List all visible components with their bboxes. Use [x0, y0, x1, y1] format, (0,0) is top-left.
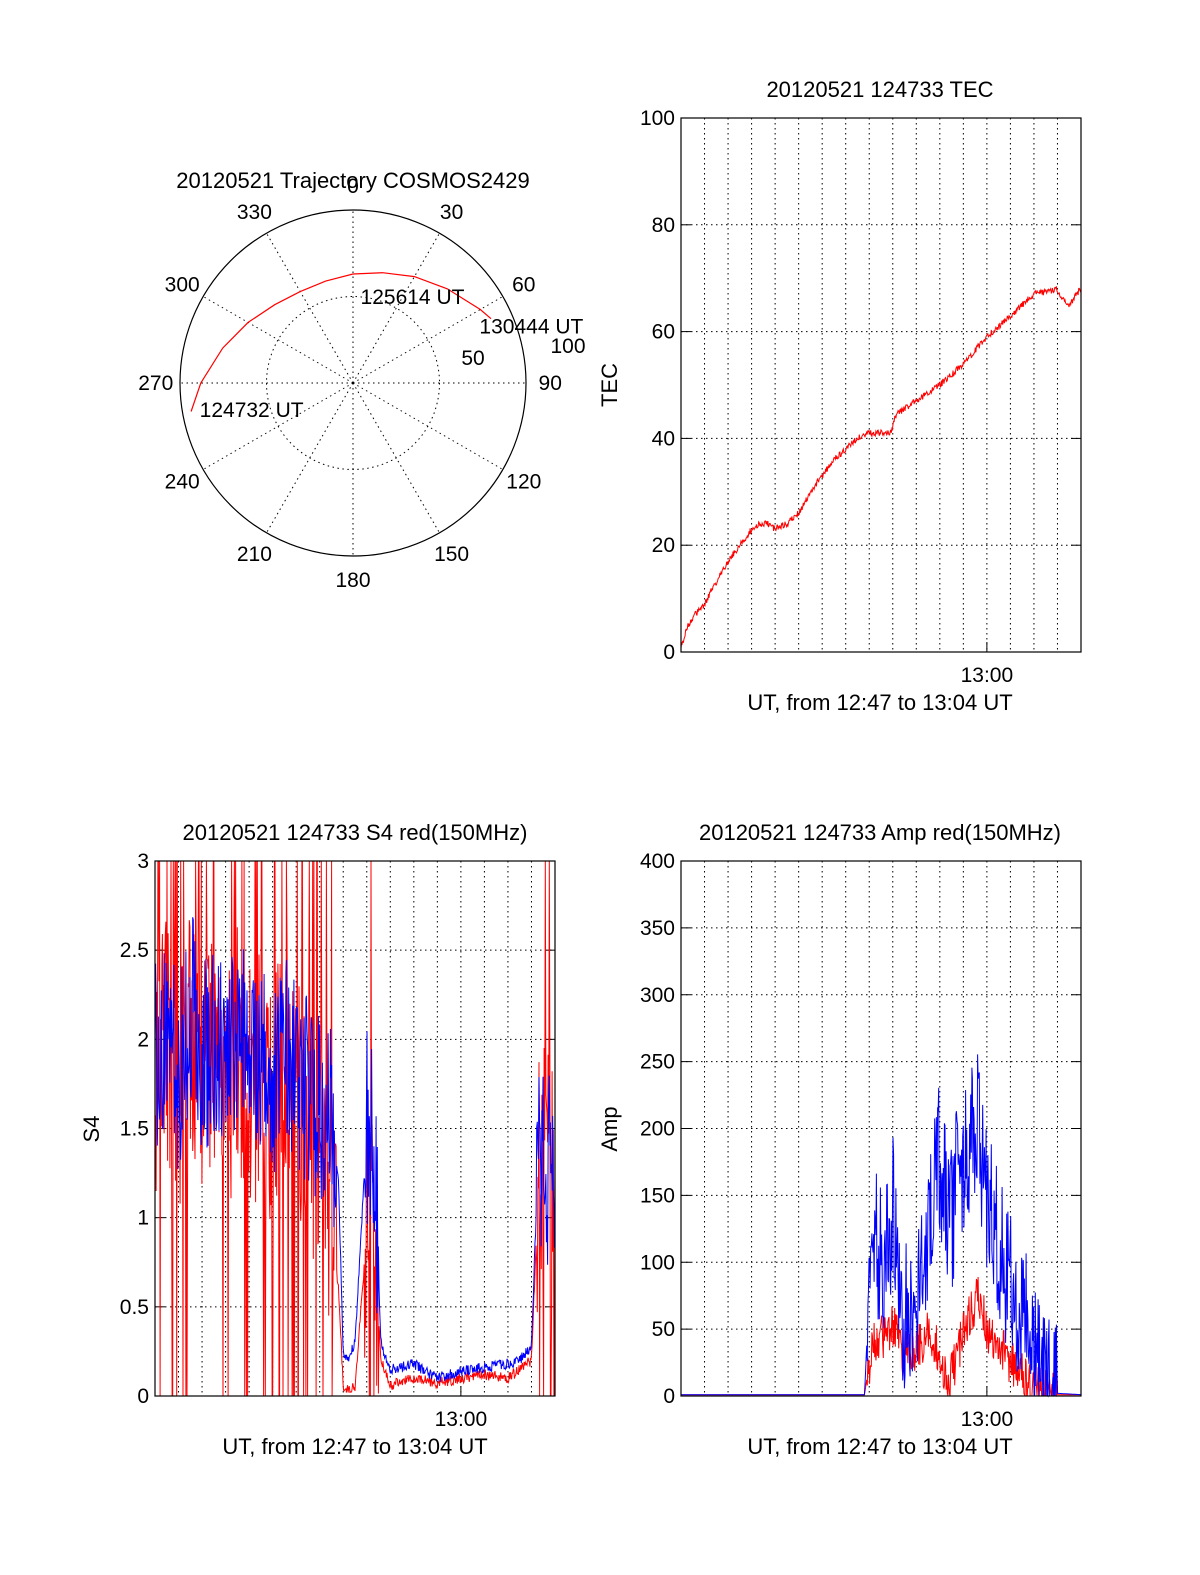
- radius-label-100: 100: [550, 335, 585, 358]
- tec-plot-frame: [680, 117, 1082, 653]
- series-line-1: [680, 286, 1082, 649]
- ytick-label: 2: [137, 1028, 149, 1051]
- ytick-label: 150: [640, 1184, 675, 1207]
- ytick-label: 3: [137, 850, 149, 873]
- ytick-label: 1: [137, 1207, 149, 1230]
- ytick-label: 0.5: [120, 1296, 149, 1319]
- s4-xlabel: UT, from 12:47 to 13:04 UT: [222, 1434, 487, 1459]
- amp-title: 20120521 124733 Amp red(150MHz): [699, 820, 1061, 845]
- angle-label-90: 90: [539, 372, 562, 395]
- radius-label-50: 50: [461, 347, 484, 370]
- angle-label-60: 60: [512, 273, 535, 296]
- ytick-label: 100: [640, 1251, 675, 1274]
- ytick-label: 60: [652, 321, 675, 344]
- angle-label-180: 180: [335, 569, 370, 592]
- tec-xlabel: UT, from 12:47 to 13:04 UT: [747, 690, 1012, 715]
- ytick-label: 80: [652, 214, 675, 237]
- trajectory-track: [190, 272, 492, 412]
- s4-title: 20120521 124733 S4 red(150MHz): [183, 820, 528, 845]
- polar-spoke-240: [202, 382, 354, 470]
- angle-label-270: 270: [138, 372, 173, 395]
- series-line-2: [681, 1054, 1082, 1398]
- polar-spoke-60: [352, 296, 504, 384]
- polar-spoke-300: [202, 296, 354, 384]
- angle-label-120: 120: [506, 471, 541, 494]
- s4-plot-frame: [154, 860, 556, 1397]
- s4-panel: 20120521 124733 S4 red(150MHz) 0 0.5 1 1.5 2…: [79, 820, 556, 1459]
- trajectory-annotation: 124732 UT: [200, 399, 304, 422]
- polar-spoke-150: [352, 382, 440, 534]
- s4-xtick-label: 13:00: [435, 1408, 488, 1431]
- angle-label-0: 0: [347, 175, 359, 198]
- ytick-label: 40: [652, 427, 675, 450]
- ytick-label: 250: [640, 1051, 675, 1074]
- ytick-label: 50: [652, 1318, 675, 1341]
- polar-outer-ring: [179, 209, 527, 557]
- tec-ylabel: TEC: [597, 363, 622, 407]
- trajectory-annotation: 130444 UT: [479, 316, 583, 339]
- amp-plot-frame: [680, 860, 1082, 1397]
- angle-label-330: 330: [237, 201, 272, 224]
- angle-label-240: 240: [165, 471, 200, 494]
- series-line-2: [154, 917, 556, 1383]
- angle-label-210: 210: [237, 543, 272, 566]
- ytick-label: 2.5: [120, 939, 149, 962]
- angle-label-150: 150: [434, 543, 469, 566]
- tec-panel: 20120521 124733 TEC 0 20 40 60 80 100 13:00 U…: [597, 77, 1082, 715]
- polar-spoke-330: [266, 232, 354, 384]
- angle-label-300: 300: [165, 273, 200, 296]
- angle-label-30: 30: [440, 201, 463, 224]
- polar-spoke-120: [352, 382, 504, 470]
- ytick-label: 1.5: [120, 1118, 149, 1141]
- polar-spoke-210: [266, 382, 354, 534]
- trajectory-title: 20120521 Trajectory COSMOS2429: [176, 168, 529, 193]
- ytick-label: 0: [137, 1385, 149, 1408]
- tec-xtick-label: 13:00: [961, 664, 1014, 687]
- trajectory-annotation: 125614 UT: [361, 286, 465, 309]
- amp-panel: 20120521 124733 Amp red(150MHz) 0 50 100 15…: [597, 820, 1082, 1459]
- polar-spoke-30: [352, 232, 440, 384]
- ytick-label: 200: [640, 1118, 675, 1141]
- trajectory-panel: 20120521 Trajectory COSMOS2429 0 30 60 90 12…: [138, 168, 585, 592]
- amp-xtick-label: 13:00: [961, 1408, 1014, 1431]
- amp-ylabel: Amp: [597, 1106, 622, 1151]
- ytick-label: 350: [640, 917, 675, 940]
- ytick-label: 0: [663, 641, 675, 664]
- ytick-label: 100: [640, 107, 675, 130]
- tec-title: 20120521 124733 TEC: [766, 77, 993, 102]
- amp-xlabel: UT, from 12:47 to 13:04 UT: [747, 1434, 1012, 1459]
- ytick-label: 300: [640, 984, 675, 1007]
- ytick-label: 20: [652, 534, 675, 557]
- ytick-label: 0: [663, 1385, 675, 1408]
- ytick-label: 400: [640, 850, 675, 873]
- s4-ylabel: S4: [79, 1116, 104, 1143]
